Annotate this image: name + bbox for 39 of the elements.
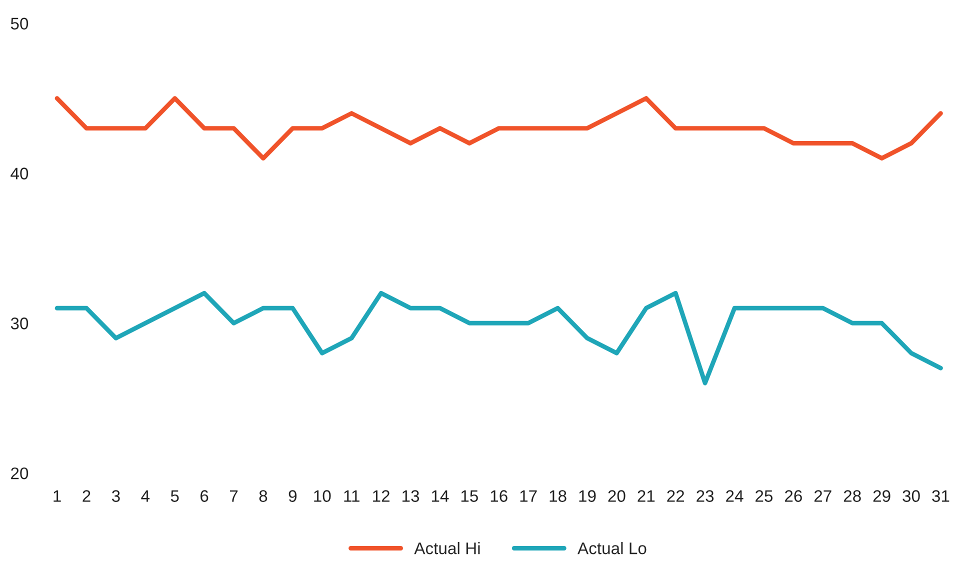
- x-tick-label: 12: [373, 490, 390, 502]
- x-tick-label: 5: [170, 490, 179, 502]
- x-tick-label: 25: [756, 490, 773, 502]
- x-tick-label: 17: [520, 490, 537, 502]
- legend-label: Actual Hi: [414, 542, 480, 554]
- x-tick-label: 26: [784, 490, 802, 502]
- x-tick-label: 28: [844, 490, 861, 502]
- x-tick-label: 27: [814, 490, 832, 502]
- x-tick-label: 7: [230, 490, 238, 502]
- x-tick-label: 29: [873, 490, 890, 502]
- y-tick-label: 30: [10, 318, 28, 330]
- x-tick-label: 14: [432, 490, 449, 502]
- x-tick-label: 20: [608, 490, 626, 502]
- x-tick-label: 2: [82, 490, 90, 502]
- x-tick-label: 11: [344, 490, 360, 502]
- line-series: [54, 96, 943, 160]
- x-tick-label: 19: [579, 490, 596, 502]
- line-series: [54, 290, 943, 386]
- y-tick-label: 40: [10, 168, 28, 180]
- x-tick-label: 10: [314, 490, 331, 502]
- x-tick-label: 8: [259, 490, 268, 502]
- x-tick-label: 24: [726, 490, 744, 502]
- x-tick-label: 30: [902, 490, 920, 502]
- y-tick-label: 20: [11, 467, 28, 480]
- x-tick-label: 31: [932, 490, 950, 502]
- legend-label: Actual Lo: [578, 542, 646, 554]
- x-tick-label: 3: [112, 490, 120, 502]
- x-tick-label: 9: [288, 490, 297, 502]
- x-tick-label: 6: [200, 490, 208, 502]
- x-tick-label: 23: [696, 490, 714, 502]
- x-tick-label: 13: [402, 490, 420, 502]
- x-tick-label: 4: [141, 490, 150, 502]
- x-tick-label: 15: [461, 490, 478, 502]
- x-tick-label: 21: [638, 490, 655, 502]
- x-tick-label: 18: [550, 490, 566, 502]
- x-tick-label: 1: [54, 490, 61, 502]
- y-tick-label: 50: [10, 18, 28, 30]
- x-tick-label: 16: [490, 490, 508, 502]
- x-tick-label: 22: [667, 490, 684, 502]
